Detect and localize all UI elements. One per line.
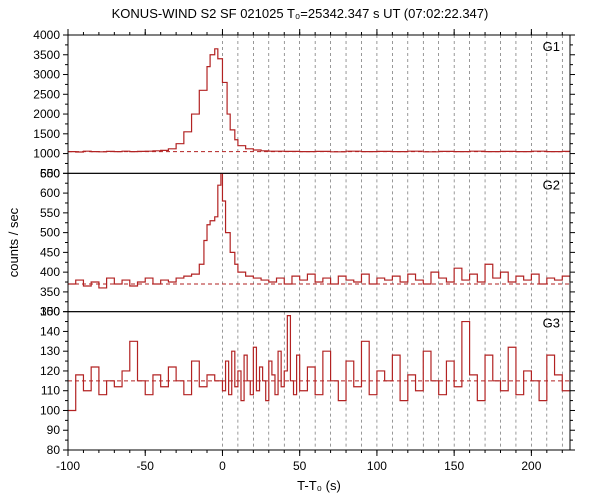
ytick-label: 2500 [33, 87, 60, 101]
panel-G2: 300350400450500550600650G2 [40, 166, 575, 318]
ytick-label: 150 [40, 305, 60, 319]
ytick-label: 130 [40, 344, 60, 358]
ytick-label: 600 [40, 186, 60, 200]
series-G2 [68, 173, 570, 288]
ytick-label: 550 [40, 206, 60, 220]
ytick-label: 3000 [33, 68, 60, 82]
ytick-label: 80 [47, 443, 61, 457]
x-axis-label: T-T₀ (s) [297, 478, 341, 493]
series-G3 [68, 316, 570, 411]
xtick-label: -100 [56, 459, 80, 473]
ytick-label: 110 [41, 384, 60, 398]
xtick-label: 100 [367, 459, 387, 473]
ytick-label: 1000 [33, 147, 60, 161]
panel-G1: 5001000150020002500300035004000G1 [33, 28, 575, 180]
ytick-label: 140 [40, 324, 60, 338]
panel-G3: 80 90 100 110 120 130 140 150 G3 -100 -50 0 50 100 150… [40, 305, 575, 473]
xtick-label: 150 [444, 459, 464, 473]
ytick-label: 90 [47, 423, 61, 437]
panel-label: G2 [543, 177, 560, 192]
xtick-label: 200 [521, 459, 541, 473]
chart-container: KONUS-WIND S2 SF 021025 T₀=25342.347 s U… [0, 0, 600, 500]
ytick-label: 120 [40, 364, 60, 378]
ytick-label: 3500 [33, 48, 60, 62]
xtick-label: 0 [219, 459, 226, 473]
xtick-label: 50 [293, 459, 307, 473]
ytick-label: 1500 [33, 127, 60, 141]
ytick-label: 650 [40, 166, 60, 180]
chart-svg: KONUS-WIND S2 SF 021025 T₀=25342.347 s U… [0, 0, 600, 500]
panel-label: G1 [543, 39, 560, 54]
ytick-label: 400 [40, 265, 60, 279]
xtick-label: -50 [137, 459, 155, 473]
ytick-label: 2000 [33, 107, 60, 121]
ytick-label: 500 [40, 226, 60, 240]
ytick-label: 4000 [33, 28, 60, 42]
ytick-label: 350 [40, 285, 60, 299]
ytick-label: 100 [40, 403, 60, 417]
chart-title: KONUS-WIND S2 SF 021025 T₀=25342.347 s U… [112, 6, 489, 21]
ytick-label: 450 [40, 245, 60, 259]
panel-label: G3 [543, 316, 560, 331]
series-G1 [68, 49, 570, 152]
y-axis-label: counts / sec [6, 207, 21, 277]
